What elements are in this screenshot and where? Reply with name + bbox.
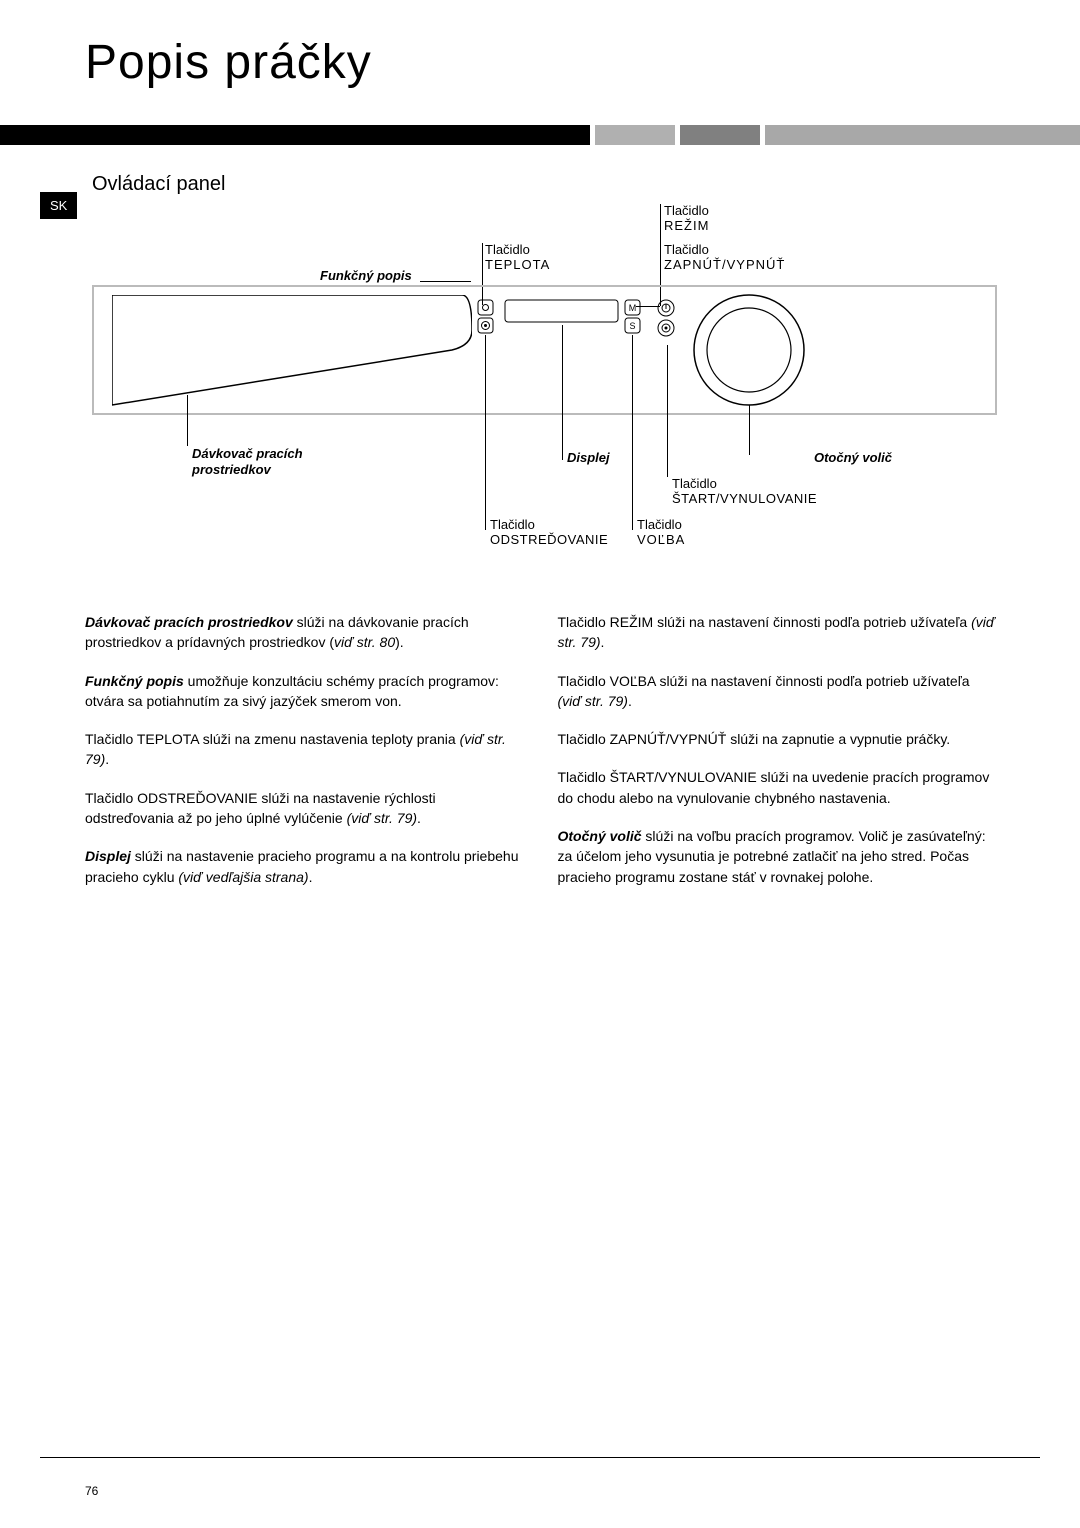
footer-rule xyxy=(40,1457,1040,1458)
body-text: Dávkovač pracích prostriedkov slúži na d… xyxy=(85,612,995,905)
page-number: 76 xyxy=(85,1484,98,1498)
label-funkcny-popis: Funkčný popis xyxy=(320,268,412,285)
label-rezim: REŽIM xyxy=(664,218,709,235)
language-badge: SK xyxy=(40,192,77,219)
header-bar-black xyxy=(0,125,590,145)
button-group-left-icon xyxy=(477,299,495,335)
page-title: Popis práčky xyxy=(0,0,1080,90)
label-odstredovanie: ODSTREĎOVANIE xyxy=(490,532,608,549)
label-start-vynulovanie: ŠTART/VYNULOVANIE xyxy=(672,491,817,508)
label-otocny-volic: Otočný volič xyxy=(732,450,892,467)
control-panel-diagram: Funkčný popis Tlačidlo TEPLOTA Tlačidlo … xyxy=(92,200,997,570)
label-volba: VOĽBA xyxy=(637,532,685,549)
label-teplota: TEPLOTA xyxy=(485,257,550,274)
label-davkovac-line1: Dávkovač pracích xyxy=(192,446,303,463)
header-bar-gray1 xyxy=(595,125,675,145)
paragraph: Displej slúži na nastavenie pracieho pro… xyxy=(85,846,523,887)
button-group-right-icon xyxy=(657,299,677,339)
button-group-mid-icon: M S xyxy=(624,299,642,335)
rotary-knob-icon xyxy=(692,293,807,408)
paragraph: Funkčný popis umožňuje konzultáciu schém… xyxy=(85,671,523,712)
paragraph: Tlačidlo ODSTREĎOVANIE slúži na nastaven… xyxy=(85,788,523,829)
paragraph: Tlačidlo ŠTART/VYNULOVANIE slúži na uved… xyxy=(558,767,996,808)
body-col-left: Dávkovač pracích prostriedkov slúži na d… xyxy=(85,612,523,905)
paragraph: Tlačidlo ZAPNÚŤ/VYPNÚŤ slúži na zapnutie… xyxy=(558,729,996,749)
paragraph: Tlačidlo VOĽBA slúži na nastavení činnos… xyxy=(558,671,996,712)
label-zapnut-vypnut: ZAPNÚŤ/VYPNÚŤ xyxy=(664,257,785,274)
paragraph: Tlačidlo TEPLOTA slúži na zmenu nastaven… xyxy=(85,729,523,770)
paragraph: Dávkovač pracích prostriedkov slúži na d… xyxy=(85,612,523,653)
detergent-drawer-icon xyxy=(112,295,472,415)
paragraph: Otočný volič slúži na voľbu pracích prog… xyxy=(558,826,996,887)
header-bar-gray3 xyxy=(765,125,1080,145)
body-col-right: Tlačidlo REŽIM slúži na nastavení činnos… xyxy=(558,612,996,905)
label-displej: Displej xyxy=(567,450,610,467)
svg-text:S: S xyxy=(629,321,635,331)
paragraph: Tlačidlo REŽIM slúži na nastavení činnos… xyxy=(558,612,996,653)
header-bar-gray2 xyxy=(680,125,760,145)
label-davkovac-line2: prostriedkov xyxy=(192,462,271,479)
section-title: Ovládací panel xyxy=(92,173,225,196)
svg-text:M: M xyxy=(629,303,637,313)
header-bar xyxy=(0,125,1080,145)
